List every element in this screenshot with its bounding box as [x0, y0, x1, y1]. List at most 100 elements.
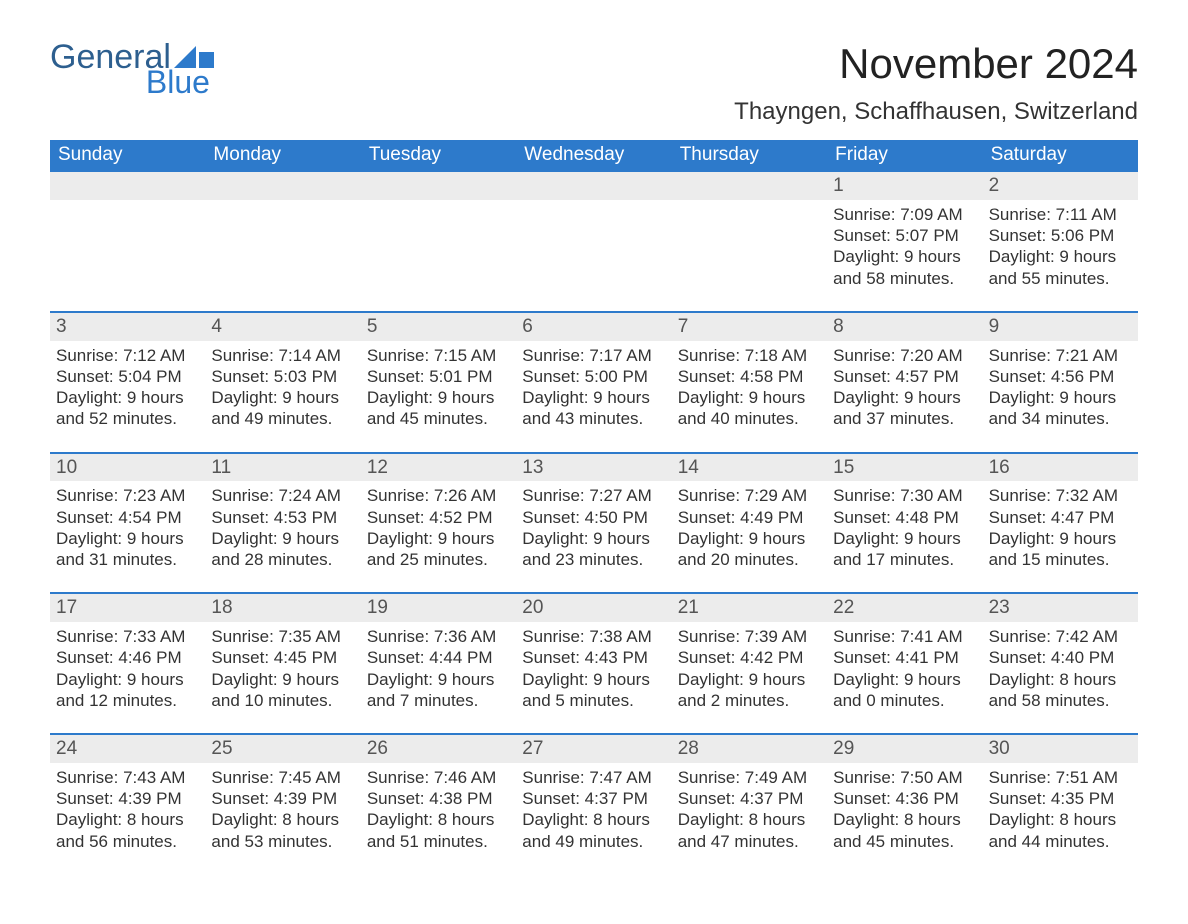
- day-sunrise: Sunrise: 7:45 AM: [211, 767, 354, 788]
- day-sunset: Sunset: 4:48 PM: [833, 507, 976, 528]
- day-daylight1: Daylight: 9 hours: [367, 669, 510, 690]
- calendar-grid: SundayMondayTuesdayWednesdayThursdayFrid…: [50, 140, 1138, 874]
- calendar-day-cell: [672, 172, 827, 311]
- day-sunset: Sunset: 4:52 PM: [367, 507, 510, 528]
- day-sunset: Sunset: 4:39 PM: [211, 788, 354, 809]
- day-daylight1: Daylight: 9 hours: [522, 528, 665, 549]
- day-sunset: Sunset: 5:06 PM: [989, 225, 1132, 246]
- day-sunset: Sunset: 4:41 PM: [833, 647, 976, 668]
- day-number: 9: [983, 313, 1138, 341]
- calendar-day-cell: 2Sunrise: 7:11 AMSunset: 5:06 PMDaylight…: [983, 172, 1138, 311]
- day-sunset: Sunset: 4:46 PM: [56, 647, 199, 668]
- day-daylight1: Daylight: 8 hours: [56, 809, 199, 830]
- calendar-day-cell: 13 Sunrise: 7:27 AMSunset: 4:50 PMDayligh…: [516, 454, 671, 593]
- day-sunset: Sunset: 4:50 PM: [522, 507, 665, 528]
- weekday-header-cell: Wednesday: [516, 140, 671, 172]
- calendar-day-cell: 19Sunrise: 7:36 AMSunset: 4:44 PMDayligh…: [361, 594, 516, 733]
- day-sunset: Sunset: 4:43 PM: [522, 647, 665, 668]
- day-daylight1: Daylight: 8 hours: [367, 809, 510, 830]
- calendar-day-cell: 6Sunrise: 7:17 AMSunset: 5:00 PMDaylight…: [516, 313, 671, 452]
- day-sunset: Sunset: 4:49 PM: [678, 507, 821, 528]
- calendar-day-cell: 21Sunrise: 7:39 AMSunset: 4:42 PMDayligh…: [672, 594, 827, 733]
- day-number: 25: [205, 735, 360, 763]
- calendar-week: 3Sunrise: 7:12 AMSunset: 5:04 PMDaylight…: [50, 311, 1138, 452]
- day-number: [50, 172, 205, 200]
- day-number: 15: [827, 454, 982, 482]
- day-sunrise: Sunrise: 7:27 AM: [522, 485, 665, 506]
- day-daylight1: Daylight: 9 hours: [211, 528, 354, 549]
- day-sunset: Sunset: 4:39 PM: [56, 788, 199, 809]
- day-daylight2: and 58 minutes.: [989, 690, 1132, 711]
- day-number: 19: [361, 594, 516, 622]
- day-daylight1: Daylight: 9 hours: [522, 387, 665, 408]
- day-sunrise: Sunrise: 7:42 AM: [989, 626, 1132, 647]
- day-sunrise: Sunrise: 7:46 AM: [367, 767, 510, 788]
- calendar-day-cell: 3Sunrise: 7:12 AMSunset: 5:04 PMDaylight…: [50, 313, 205, 452]
- calendar-day-cell: 24Sunrise: 7:43 AMSunset: 4:39 PMDayligh…: [50, 735, 205, 874]
- day-daylight2: and 25 minutes.: [367, 549, 510, 570]
- calendar-day-cell: 9Sunrise: 7:21 AMSunset: 4:56 PMDaylight…: [983, 313, 1138, 452]
- day-sunrise: Sunrise: 7:49 AM: [678, 767, 821, 788]
- day-sunrise: Sunrise: 7:26 AM: [367, 485, 510, 506]
- calendar-day-cell: 8Sunrise: 7:20 AMSunset: 4:57 PMDaylight…: [827, 313, 982, 452]
- day-sunrise: Sunrise: 7:21 AM: [989, 345, 1132, 366]
- day-sunrise: Sunrise: 7:50 AM: [833, 767, 976, 788]
- day-number: 30: [983, 735, 1138, 763]
- day-number: 13: [516, 454, 671, 482]
- calendar-day-cell: 5Sunrise: 7:15 AMSunset: 5:01 PMDaylight…: [361, 313, 516, 452]
- day-sunset: Sunset: 5:03 PM: [211, 366, 354, 387]
- day-number: 17: [50, 594, 205, 622]
- day-daylight1: Daylight: 9 hours: [678, 387, 821, 408]
- day-number: 23: [983, 594, 1138, 622]
- day-number: 4: [205, 313, 360, 341]
- day-daylight2: and 17 minutes.: [833, 549, 976, 570]
- calendar-day-cell: 12Sunrise: 7:26 AMSunset: 4:52 PMDayligh…: [361, 454, 516, 593]
- calendar-day-cell: 15 Sunrise: 7:30 AMSunset: 4:48 PMDayligh…: [827, 454, 982, 593]
- day-number: 12: [361, 454, 516, 482]
- day-sunrise: Sunrise: 7:14 AM: [211, 345, 354, 366]
- weekday-header-cell: Monday: [205, 140, 360, 172]
- day-number: 27: [516, 735, 671, 763]
- day-daylight2: and 49 minutes.: [522, 831, 665, 852]
- day-number: 16: [983, 454, 1138, 482]
- day-number: 10: [50, 454, 205, 482]
- title-block: November 2024 Thayngen, Schaffhausen, Sw…: [734, 40, 1138, 126]
- day-sunset: Sunset: 4:38 PM: [367, 788, 510, 809]
- day-number: 21: [672, 594, 827, 622]
- day-number: 24: [50, 735, 205, 763]
- calendar-day-cell: 25 Sunrise: 7:45 AMSunset: 4:39 PMDayligh…: [205, 735, 360, 874]
- day-daylight2: and 34 minutes.: [989, 408, 1132, 429]
- day-sunset: Sunset: 4:37 PM: [678, 788, 821, 809]
- day-daylight2: and 31 minutes.: [56, 549, 199, 570]
- calendar-day-cell: 29Sunrise: 7:50 AMSunset: 4:36 PMDayligh…: [827, 735, 982, 874]
- brand-logo: General Blue: [50, 40, 214, 98]
- calendar-day-cell: [361, 172, 516, 311]
- day-sunrise: Sunrise: 7:35 AM: [211, 626, 354, 647]
- day-sunrise: Sunrise: 7:32 AM: [989, 485, 1132, 506]
- header: General Blue November 2024 Thayngen, Sch…: [50, 40, 1138, 126]
- weeks-container: 1Sunrise: 7:09 AMSunset: 5:07 PMDaylight…: [50, 172, 1138, 874]
- day-daylight2: and 40 minutes.: [678, 408, 821, 429]
- weekday-header-cell: Thursday: [672, 140, 827, 172]
- calendar-day-cell: 17Sunrise: 7:33 AMSunset: 4:46 PMDayligh…: [50, 594, 205, 733]
- day-sunset: Sunset: 4:58 PM: [678, 366, 821, 387]
- day-sunrise: Sunrise: 7:18 AM: [678, 345, 821, 366]
- calendar-day-cell: 11Sunrise: 7:24 AMSunset: 4:53 PMDayligh…: [205, 454, 360, 593]
- day-number: [672, 172, 827, 200]
- day-number: [361, 172, 516, 200]
- day-sunrise: Sunrise: 7:30 AM: [833, 485, 976, 506]
- day-daylight1: Daylight: 9 hours: [211, 669, 354, 690]
- calendar-day-cell: 20Sunrise: 7:38 AMSunset: 4:43 PMDayligh…: [516, 594, 671, 733]
- weekday-header-row: SundayMondayTuesdayWednesdayThursdayFrid…: [50, 140, 1138, 172]
- day-sunset: Sunset: 4:37 PM: [522, 788, 665, 809]
- day-daylight2: and 28 minutes.: [211, 549, 354, 570]
- day-daylight1: Daylight: 8 hours: [211, 809, 354, 830]
- day-sunset: Sunset: 5:00 PM: [522, 366, 665, 387]
- day-daylight1: Daylight: 9 hours: [833, 528, 976, 549]
- day-daylight1: Daylight: 9 hours: [833, 387, 976, 408]
- day-daylight2: and 44 minutes.: [989, 831, 1132, 852]
- day-daylight1: Daylight: 8 hours: [989, 809, 1132, 830]
- day-daylight2: and 43 minutes.: [522, 408, 665, 429]
- day-sunrise: Sunrise: 7:23 AM: [56, 485, 199, 506]
- calendar-day-cell: 1Sunrise: 7:09 AMSunset: 5:07 PMDaylight…: [827, 172, 982, 311]
